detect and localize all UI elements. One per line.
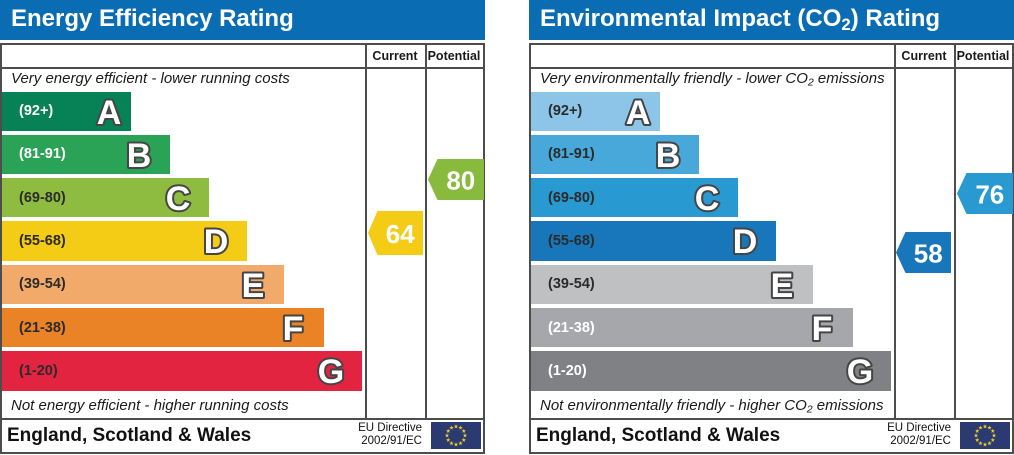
svg-text:G: G [847, 353, 873, 389]
svg-text:76: 76 [975, 180, 1004, 210]
svg-text:C: C [695, 180, 720, 216]
svg-text:80: 80 [446, 165, 475, 195]
svg-text:F: F [812, 310, 833, 346]
svg-text:F: F [283, 310, 304, 346]
svg-text:B: B [127, 137, 152, 173]
svg-text:D: D [204, 223, 229, 259]
svg-text:64: 64 [386, 219, 415, 249]
svg-text:A: A [97, 94, 122, 130]
svg-text:B: B [656, 137, 681, 173]
svg-text:C: C [166, 180, 191, 216]
svg-text:58: 58 [914, 239, 943, 269]
svg-text:A: A [626, 94, 651, 130]
svg-text:G: G [318, 353, 344, 389]
svg-text:E: E [242, 267, 265, 303]
svg-text:D: D [733, 223, 758, 259]
svg-text:E: E [771, 267, 794, 303]
